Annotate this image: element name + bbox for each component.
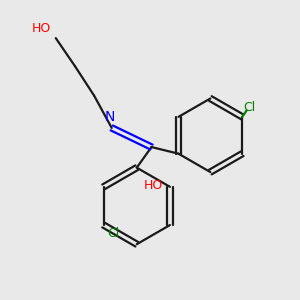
Text: Cl: Cl xyxy=(244,101,256,114)
Text: N: N xyxy=(105,110,116,124)
Text: Cl: Cl xyxy=(107,226,119,240)
Text: HO: HO xyxy=(144,179,164,192)
Text: HO: HO xyxy=(32,22,51,34)
